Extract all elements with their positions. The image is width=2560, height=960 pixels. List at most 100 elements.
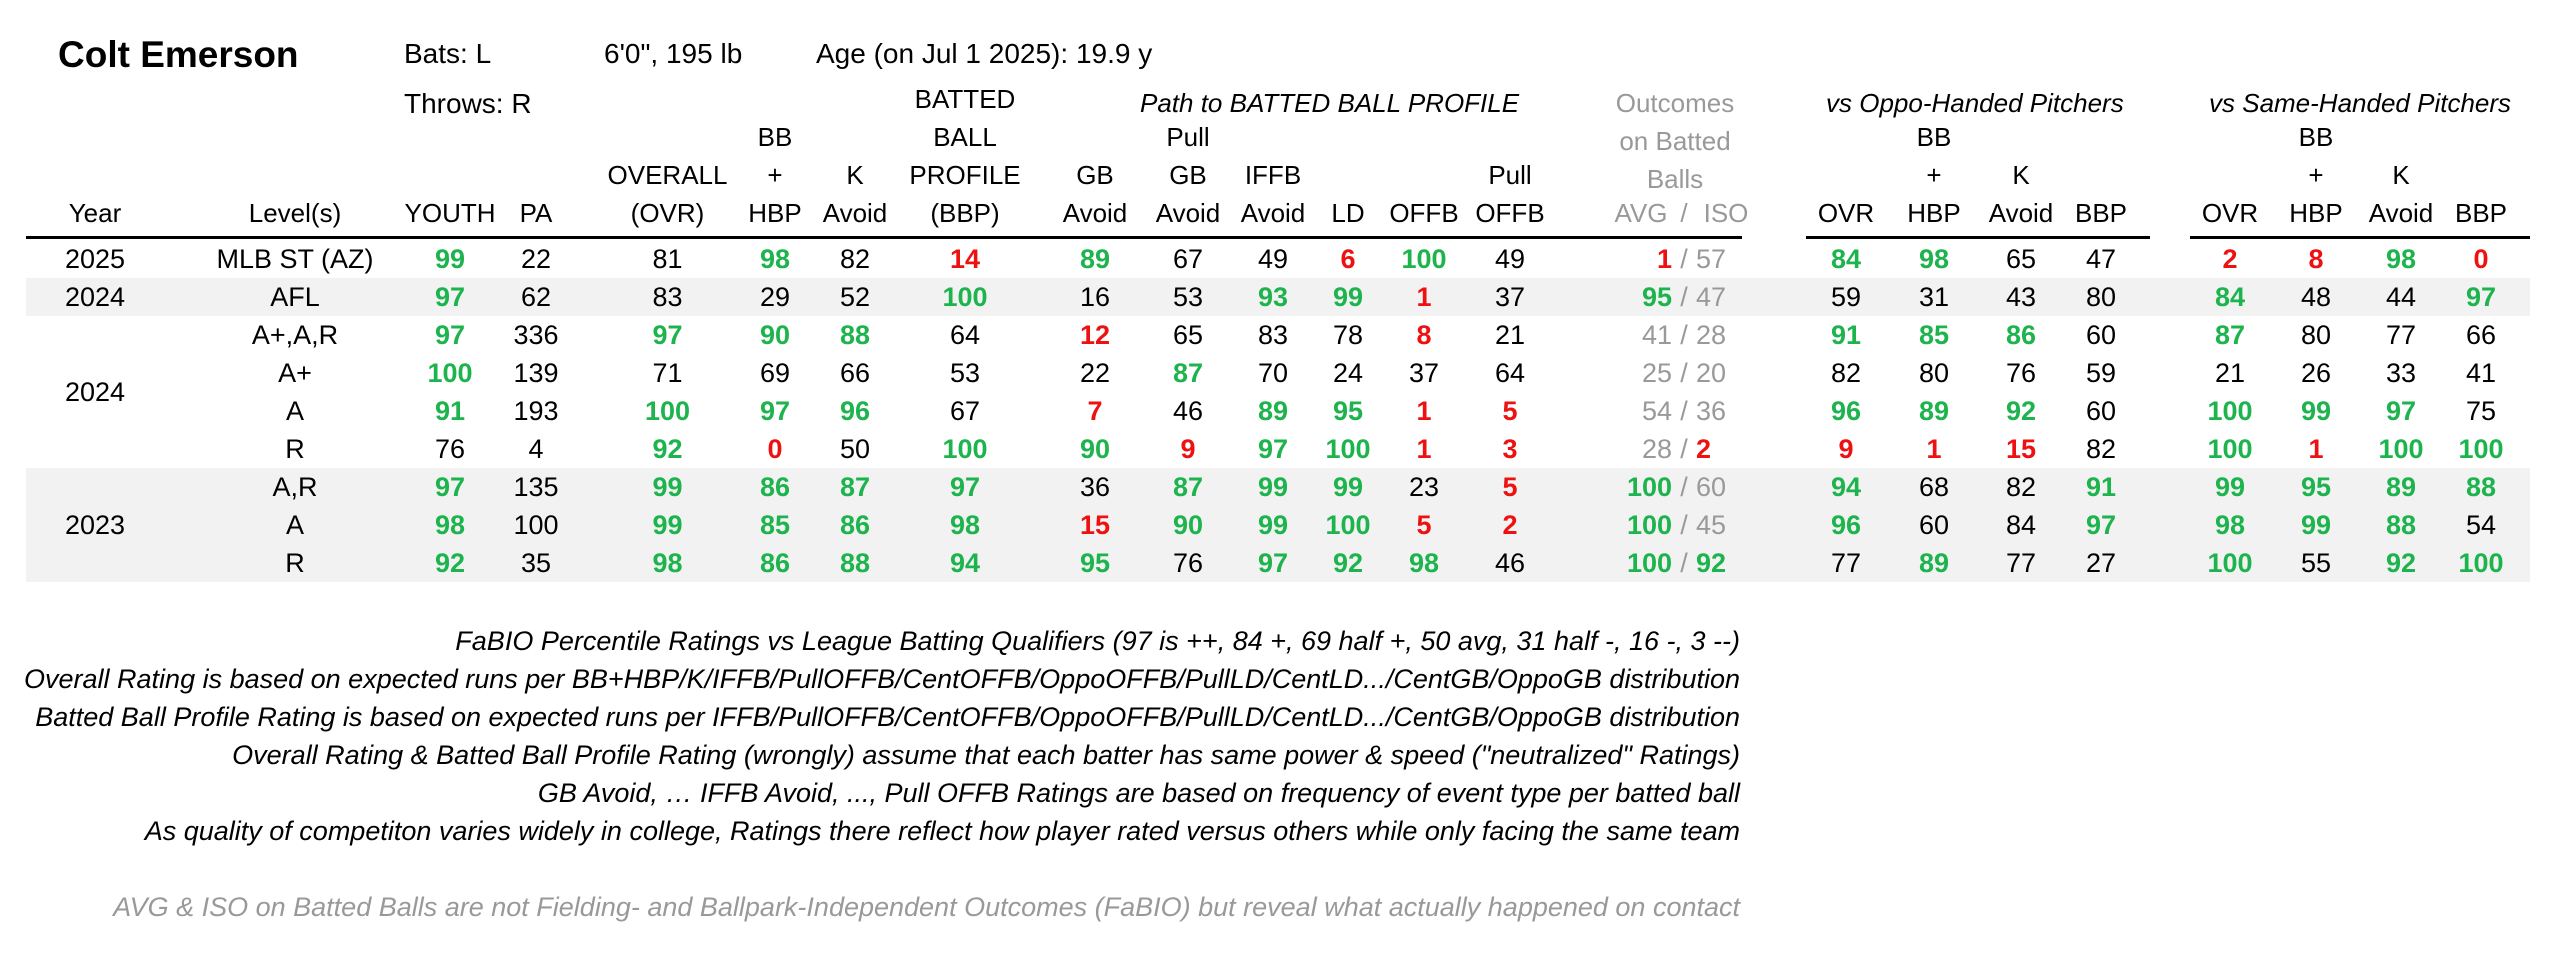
youth-cell: 97: [434, 472, 466, 502]
iffb-cell: 70: [1257, 358, 1289, 388]
iffb-cell: 49: [1257, 244, 1289, 274]
youth-cell: 97: [434, 320, 466, 350]
o-k-cell: 43: [2005, 282, 2037, 312]
o-bbp-cell: 97: [2085, 510, 2117, 540]
s-ovr-cell: 100: [2207, 434, 2253, 464]
s-k-cell: 33: [2385, 358, 2417, 388]
avg-cell: 25: [1641, 358, 1672, 388]
avg-cell: 28: [1641, 434, 1672, 464]
iffb-cell: 99: [1257, 472, 1289, 502]
o-k-cell: 77: [2005, 548, 2037, 578]
col-bbp-header: BALL: [933, 122, 997, 152]
iso-cell: 45: [1696, 510, 1727, 540]
youth-cell: 92: [434, 548, 466, 578]
offb-cell: 23: [1408, 472, 1440, 502]
iffb-cell: 99: [1257, 510, 1289, 540]
col-bbp-header: BATTED: [914, 84, 1016, 114]
offb-cell: 37: [1408, 358, 1440, 388]
s-bb-cell: 1: [2308, 434, 2324, 464]
col-pullgb-header: Avoid: [1155, 198, 1221, 228]
pa-cell: 4: [528, 434, 544, 464]
note-line: FaBIO Percentile Ratings vs League Batti…: [455, 626, 1740, 656]
col-ld-header: LD: [1331, 198, 1365, 228]
level-cell: A,R: [272, 472, 318, 502]
header-rule-same: [2190, 236, 2530, 239]
o-ovr-cell: 77: [1830, 548, 1862, 578]
k-cell: 50: [839, 434, 871, 464]
youth-cell: 100: [427, 358, 473, 388]
pgb-cell: 87: [1172, 472, 1204, 502]
throws-label: Throws: R: [404, 88, 532, 119]
s-bb-cell: 55: [2300, 548, 2332, 578]
col-offb-header: OFFB: [1389, 198, 1459, 228]
year-label: 2024: [64, 377, 126, 407]
o-bbp-cell: 47: [2085, 244, 2117, 274]
ld-cell: 100: [1325, 434, 1371, 464]
o-ovr-cell: 96: [1830, 510, 1862, 540]
poffb-cell: 46: [1494, 548, 1526, 578]
col-bbp-header: PROFILE: [909, 160, 1021, 190]
offb-cell: 8: [1416, 320, 1432, 350]
ld-cell: 92: [1332, 548, 1364, 578]
iso-cell: 60: [1696, 472, 1727, 502]
col-pa-header: PA: [519, 198, 553, 228]
pgb-cell: 87: [1172, 358, 1204, 388]
o-bb-cell: 68: [1918, 472, 1950, 502]
note-line: As quality of competiton varies widely i…: [144, 816, 1740, 846]
poffb-cell: 5: [1502, 472, 1518, 502]
s-bbp-cell: 0: [2473, 244, 2489, 274]
avg-iso-slash: /: [1680, 510, 1688, 540]
o-ovr-cell: 94: [1830, 472, 1862, 502]
col-pullgb-header: Pull: [1166, 122, 1210, 152]
col-oppo-k-header: K: [2012, 160, 2030, 190]
o-ovr-cell: 91: [1830, 320, 1862, 350]
o-bb-cell: 60: [1918, 510, 1950, 540]
offb-cell: 98: [1408, 548, 1440, 578]
outcomes-group-header: Balls: [1646, 164, 1704, 194]
col-pulloffb-header: OFFB: [1475, 198, 1545, 228]
bb-cell: 0: [767, 434, 783, 464]
path-group-header: Path to BATTED BALL PROFILE: [1140, 88, 1520, 118]
col-kavoid-header: K: [846, 160, 864, 190]
pa-cell: 135: [513, 472, 559, 502]
player-name: Colt Emerson: [58, 34, 299, 75]
s-bb-cell: 95: [2300, 472, 2332, 502]
o-ovr-cell: 96: [1830, 396, 1862, 426]
avg-iso-slash: /: [1680, 548, 1688, 578]
s-k-cell: 77: [2385, 320, 2417, 350]
col-bbhbp-header: +: [767, 160, 783, 190]
offb-cell: 1: [1416, 434, 1432, 464]
pgb-cell: 90: [1172, 510, 1204, 540]
poffb-cell: 49: [1494, 244, 1526, 274]
outcomes-group-header: Outcomes: [1615, 88, 1735, 118]
o-k-cell: 76: [2005, 358, 2037, 388]
col-iso-header: ISO: [1703, 198, 1749, 228]
iffb-cell: 97: [1257, 434, 1289, 464]
youth-cell: 98: [434, 510, 466, 540]
level-cell: A+: [278, 358, 312, 388]
col-oppo-bbhbp-header: HBP: [1907, 198, 1961, 228]
avg-iso-slash: /: [1680, 396, 1688, 426]
iffb-cell: 89: [1257, 396, 1289, 426]
col-overall-header: OVERALL: [607, 160, 728, 190]
pgb-cell: 65: [1172, 320, 1204, 350]
col-youth-header: YOUTH: [404, 198, 496, 228]
o-bb-cell: 80: [1918, 358, 1950, 388]
gb-cell: 89: [1079, 244, 1111, 274]
col-levels-header: Level(s): [248, 198, 342, 228]
avg-cell: 1: [1656, 244, 1672, 274]
bbp-cell: 100: [942, 434, 988, 464]
gb-cell: 7: [1087, 396, 1103, 426]
o-bb-cell: 89: [1918, 548, 1950, 578]
pa-cell: 35: [520, 548, 552, 578]
pgb-cell: 46: [1172, 396, 1204, 426]
o-k-cell: 86: [2005, 320, 2037, 350]
bbp-cell: 53: [949, 358, 981, 388]
ld-cell: 99: [1332, 282, 1364, 312]
poffb-cell: 3: [1502, 434, 1518, 464]
ld-cell: 6: [1340, 244, 1356, 274]
bb-cell: 97: [759, 396, 791, 426]
s-k-cell: 98: [2385, 244, 2417, 274]
gb-cell: 12: [1079, 320, 1111, 350]
s-bb-cell: 99: [2300, 396, 2332, 426]
